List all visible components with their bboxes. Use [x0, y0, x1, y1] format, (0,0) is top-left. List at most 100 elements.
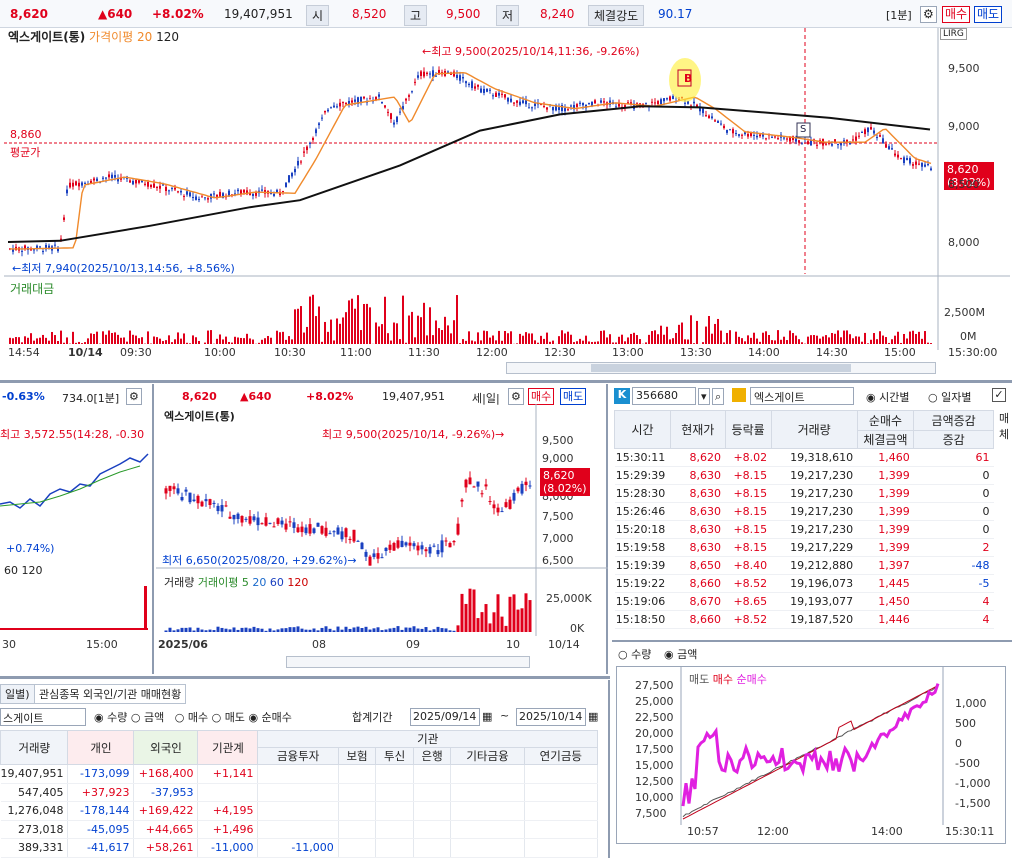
radio-by-time[interactable]: ◉ 시간별	[866, 391, 910, 404]
inv-col-bank[interactable]: 은행	[412, 747, 452, 765]
opt-sell[interactable]: ○ 매도	[211, 711, 245, 724]
table-row[interactable]: 15:19:22 8,660 +8.52 19,196,073 1,445 -5	[614, 574, 994, 593]
daily-body	[448, 542, 452, 548]
table-row[interactable]: 15:19:06 8,670 +8.65 19,193,077 1,450 4	[614, 592, 994, 611]
volume-bar	[918, 331, 920, 344]
table-row[interactable]: 15:18:50 8,660 +8.52 19,187,520 1,446 4	[614, 610, 994, 629]
candle-body	[762, 134, 764, 137]
col-volume[interactable]: 거래량	[770, 410, 858, 449]
dropdown-icon[interactable]: ▾	[698, 388, 710, 405]
calendar-icon-2[interactable]: ▦	[588, 710, 599, 723]
candle-body	[480, 88, 482, 93]
gear-icon[interactable]: ⚙	[920, 6, 937, 23]
flow-legend: 매도 매수 순매수	[689, 671, 767, 687]
inv-col-fin[interactable]: 금융투자	[257, 747, 339, 765]
daily-vol-axis-top: 25,000K	[546, 592, 592, 605]
last-price-tag: 8,620 (8.02%)	[944, 162, 994, 190]
inv-col-volume[interactable]: 거래량	[0, 730, 69, 765]
folder-icon[interactable]	[732, 388, 746, 402]
volume-bar	[864, 332, 866, 344]
col-amount-change[interactable]: 금액증감	[913, 410, 994, 431]
price-tick: 8,000	[948, 236, 980, 249]
candle-body	[33, 249, 35, 251]
candle-body	[741, 134, 743, 136]
volume-bar	[123, 337, 125, 344]
table-row[interactable]: 15:19:39 8,650 +8.40 19,212,880 1,397 -48	[614, 556, 994, 575]
volume-bar	[234, 336, 236, 344]
period-label[interactable]: [1분]	[886, 9, 912, 22]
index-gear-icon[interactable]: ⚙	[126, 388, 142, 405]
daily-buy-button[interactable]: 매수	[528, 388, 555, 405]
price-tick: 9,000	[948, 120, 980, 133]
table-row[interactable]: 15:30:11 8,620 +8.02 19,318,610 1,460 61	[614, 448, 994, 467]
radio-by-day[interactable]: ○ 일자별	[928, 391, 972, 404]
candle-body	[294, 168, 296, 173]
table-row[interactable]: 273,018 -45,095 +44,665 +1,496	[0, 820, 599, 839]
table-row[interactable]: 1,276,048 -178,144 +169,422 +4,195	[0, 801, 599, 821]
opt-buy[interactable]: ○ 매수	[174, 711, 209, 724]
daily-sell-button[interactable]: 매도	[560, 388, 587, 405]
inv-col-inst-total[interactable]: 기관계	[197, 730, 259, 765]
col-change[interactable]: 증감	[913, 430, 994, 449]
inv-col-trust[interactable]: 투신	[375, 747, 414, 765]
buy-button[interactable]: 매수	[942, 6, 971, 23]
table-row[interactable]: 19,407,951 -173,099 +168,400 +1,141	[0, 764, 599, 784]
col-price[interactable]: 현재가	[670, 410, 726, 449]
volume-bar	[504, 331, 506, 344]
daily-vol-bar	[268, 628, 272, 632]
calendar-icon[interactable]: ▦	[482, 710, 493, 723]
date-to-input[interactable]: 2025/10/14	[516, 708, 586, 726]
chart-scrollbar[interactable]	[506, 362, 936, 374]
flow-x-labels: 10:57 12:00 14:00 15:30:11	[617, 825, 1005, 839]
sell-button[interactable]: 매도	[974, 6, 1003, 23]
radio-quantity[interactable]: ○ 수량	[618, 648, 652, 661]
daily-scrollbar[interactable]	[286, 656, 530, 668]
daily-time-tick: 2025/06	[158, 638, 208, 651]
table-row[interactable]: 15:28:30 8,630 +8.15 19,217,230 1,399 0	[614, 484, 994, 503]
daily-body	[344, 528, 348, 538]
opt-amount[interactable]: ○ 금액	[130, 711, 165, 724]
daily-vol-bar	[348, 628, 352, 632]
daily-gear-icon[interactable]: ⚙	[508, 388, 524, 405]
candle-body	[195, 196, 197, 200]
stock-code-input[interactable]: 356680	[632, 387, 696, 405]
table-row[interactable]: 15:19:58 8,630 +8.15 19,217,229 1,399 2	[614, 538, 994, 557]
checkbox[interactable]: ✓	[992, 388, 1006, 402]
tab-daily[interactable]: 일별)	[0, 684, 35, 704]
table-row[interactable]: 15:29:39 8,630 +8.15 19,217,230 1,399 0	[614, 466, 994, 485]
table-row[interactable]: 547,405 +37,923 -37,953	[0, 783, 599, 802]
inv-col-foreign[interactable]: 외국인	[133, 730, 199, 765]
radio-amount[interactable]: ◉ 금액	[664, 648, 698, 661]
index-low-rate: +0.74%)	[6, 542, 55, 555]
inv-col-retail[interactable]: 개인	[67, 730, 135, 765]
table-row[interactable]: 15:20:18 8,630 +8.15 19,217,230 1,399 0	[614, 520, 994, 539]
daily-body	[256, 517, 260, 526]
daily-period[interactable]: 세|일|	[472, 392, 500, 405]
search-icon[interactable]: ⌕	[712, 388, 725, 405]
date-from-input[interactable]: 2025/09/14	[410, 708, 480, 726]
col-time[interactable]: 시간	[614, 410, 671, 449]
inv-col-other[interactable]: 기타금융	[450, 747, 525, 765]
investor-stock-field[interactable]: 스게이트	[0, 708, 86, 726]
investor-cell: -45,095	[67, 820, 135, 839]
opt-net[interactable]: ◉ 순매수	[248, 711, 292, 724]
opt-quantity[interactable]: ◉ 수량	[94, 711, 128, 724]
investor-cell	[413, 820, 452, 839]
col-net-buy[interactable]: 순매수	[856, 410, 915, 431]
daily-body	[512, 492, 516, 501]
col-rate[interactable]: 등락률	[724, 410, 772, 449]
table-row[interactable]: 15:26:46 8,630 +8.15 19,217,230 1,399 0	[614, 502, 994, 521]
index-vol-spike	[144, 586, 147, 630]
scroll-thumb[interactable]	[591, 364, 851, 372]
index-high-note: 최고 3,572.55(14:28, -0.30	[0, 428, 145, 441]
tab-watchlist[interactable]: 관심종목 외국인/기관 매매현황	[34, 684, 187, 704]
inv-col-ins[interactable]: 보험	[337, 747, 377, 765]
volume-bar	[834, 333, 836, 344]
candle-body	[783, 137, 785, 139]
radio-by-time-label: 시간별	[879, 391, 910, 404]
k-icon[interactable]: K	[614, 388, 630, 404]
chart-ctrl[interactable]: LIRG	[940, 28, 967, 40]
table-row[interactable]: 389,331 -41,617 +58,261 -11,000 -11,000	[0, 838, 599, 858]
inv-col-pension[interactable]: 연기금등	[523, 747, 599, 765]
col-exec-amount[interactable]: 체결금액	[856, 430, 915, 449]
